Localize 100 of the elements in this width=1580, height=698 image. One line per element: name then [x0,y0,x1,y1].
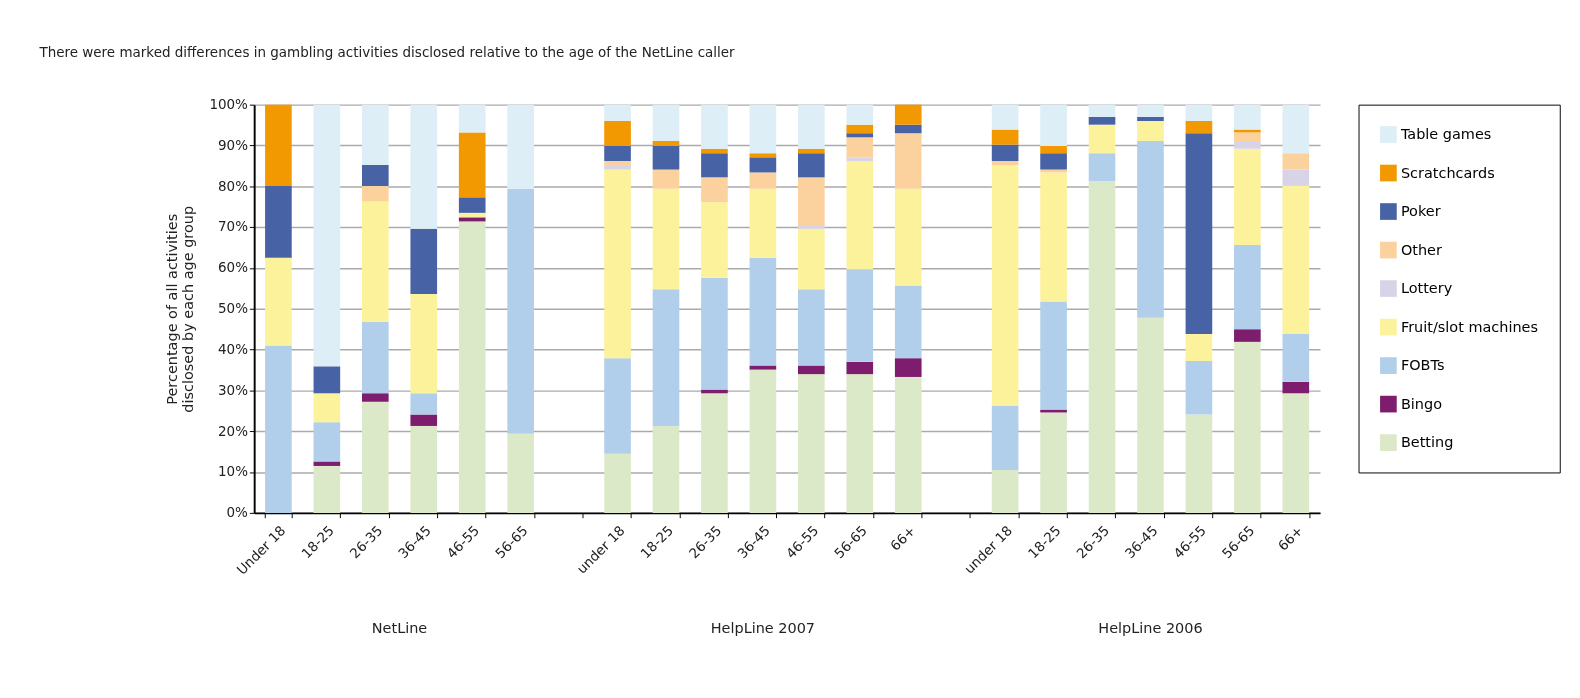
y-tick-label: 60% [217,259,249,276]
bar [798,365,825,375]
bar [798,153,825,178]
bar [361,321,389,394]
bar [1040,145,1067,154]
bar [1282,104,1310,154]
legend-label: Fruit/slot machines [1400,318,1538,335]
bar [410,104,438,229]
bar [313,461,341,466]
bar [458,197,486,213]
bar [749,104,777,154]
bar [361,401,389,513]
bar [1137,116,1164,121]
bar [410,294,438,394]
bar [265,257,292,346]
bar [1234,140,1261,149]
bar [894,358,922,377]
bar [652,188,680,290]
bar [1282,153,1310,170]
bar [1040,301,1067,410]
bar [1282,393,1310,513]
bar [749,369,777,513]
bar [749,157,777,173]
bar [894,124,922,134]
bar [313,422,341,462]
bar [458,104,486,133]
y-tick-label: 90% [217,136,249,153]
bar [1185,334,1213,362]
bar [894,376,922,513]
y-tick-label: 20% [217,422,249,439]
bar [604,165,631,170]
bar [1040,412,1067,513]
bar [652,140,680,146]
bar [361,393,389,402]
bar [1088,124,1116,154]
chart-title: There were marked differences in gambling activities disclosed relative to the age of the NetLine caller [38,43,736,60]
bar [798,104,825,149]
bar [749,153,777,158]
bar [749,188,777,258]
bar [1282,169,1310,186]
bar [1040,153,1067,170]
x-tick-label: 66+ [1274,522,1306,554]
bar [604,145,631,161]
bar [798,228,825,290]
bar [846,374,874,513]
bar [1234,245,1261,330]
bar [313,104,341,367]
bar [313,366,341,394]
bar [701,177,728,203]
bar [798,177,825,226]
bar [1137,317,1164,513]
text: NetLine [371,620,428,637]
y-tick-label: 0% [226,504,249,521]
text: HelpLine 2006 [1098,620,1203,637]
bar [361,201,389,322]
bar [410,425,438,513]
bar [410,228,438,295]
bar [1088,153,1116,181]
bar [313,393,341,423]
bar [798,225,825,229]
bar [1040,172,1067,302]
bar [361,104,389,166]
bar [1040,104,1067,146]
y-tick-label: 30% [217,381,249,398]
bar [361,185,389,202]
bar [798,289,825,366]
bar [604,161,631,166]
bar [361,165,389,186]
bar [604,453,631,513]
legend-label: Table games [1399,126,1492,143]
bar [991,405,1019,471]
legend-label: Bingo [1400,395,1443,412]
bar [652,425,680,513]
bar [701,153,728,178]
legend-label: FOBTs [1400,357,1445,374]
bar [604,358,631,454]
legend-label: Other [1400,241,1442,258]
bar [1185,361,1213,415]
bar [846,137,874,158]
bar [846,157,874,161]
bar [652,104,680,141]
bar [846,269,874,362]
bar [1088,104,1116,117]
bar [265,345,292,513]
bar [1234,148,1261,246]
bar [701,277,728,390]
bar [991,470,1019,513]
bar [701,202,728,278]
bar [265,104,292,186]
bar [458,217,486,222]
bar [1185,120,1213,134]
y-tick-label: 100% [209,95,249,112]
bar [1282,334,1310,382]
bar [1137,104,1164,117]
bar [701,393,728,513]
bar [1234,132,1261,141]
legend-label: Scratchcards [1400,164,1495,181]
bar [749,365,777,370]
bar [313,465,341,513]
bar [652,145,680,170]
